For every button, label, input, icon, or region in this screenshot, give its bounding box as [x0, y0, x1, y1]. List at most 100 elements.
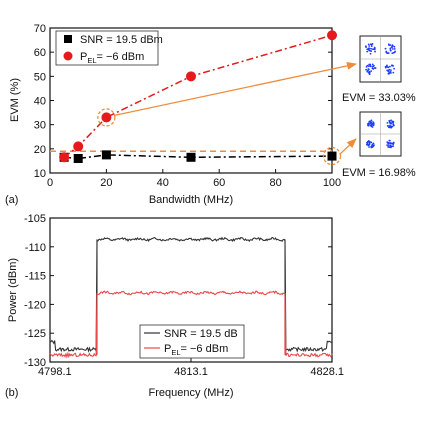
constellation-point [372, 121, 374, 123]
constellation-point [364, 45, 367, 48]
constellation-point [371, 63, 374, 66]
data-point-circle [186, 71, 196, 82]
evm-annotations [97, 61, 357, 166]
y-tick-label: -120 [24, 299, 46, 311]
evm-x-axis-label: Bandwidth (MHz) [149, 194, 233, 206]
constellation-point [369, 52, 372, 55]
constellation-point [387, 142, 390, 145]
constellation-point [372, 123, 375, 125]
constellation-point [388, 120, 391, 122]
constellation-point [389, 49, 392, 52]
legend-marker-circle [63, 51, 73, 61]
constellation-point [386, 64, 388, 67]
x-tick-label: 20 [100, 177, 112, 189]
legend-label-snr: SNR = 19.5 dBm [80, 34, 163, 46]
data-point-square [327, 151, 337, 161]
constellation-point [370, 47, 372, 50]
constellation-point [370, 50, 373, 52]
constellation-point [368, 120, 371, 123]
constellation-point [387, 146, 390, 148]
constellation-point [367, 43, 370, 46]
constellation-point [392, 143, 395, 146]
evm-series [59, 30, 337, 163]
constellation-point [368, 49, 371, 52]
constellation-point [368, 73, 371, 76]
constellation-point [370, 119, 373, 122]
x-tick-label: 100 [323, 177, 341, 189]
spectrum-x-axis-label: Frequency (MHz) [149, 387, 234, 399]
constellation-point [370, 141, 373, 144]
constellation-point [369, 65, 372, 68]
constellation-point [384, 47, 387, 50]
constellation-point [365, 68, 368, 71]
constellation-point [370, 45, 373, 48]
annotation-highlight-circle [97, 108, 116, 127]
evm-annotation-33: EVM = 33.03% [342, 92, 416, 104]
spectrum-series [49, 236, 333, 359]
constellation-point [392, 71, 395, 74]
y-tick-label: -130 [24, 357, 46, 369]
data-point-square [186, 152, 196, 162]
spectrum-chart: -105 -110 -115 -120 -125 -130 4798.1 4813.1 482… [5, 213, 344, 399]
spectrum-y-axis-label: Power (dBm) [7, 258, 19, 322]
legend-marker-square [64, 35, 72, 43]
y-tick-label: -115 [25, 271, 46, 283]
constellation-point [387, 72, 390, 75]
constellation-point [368, 63, 371, 66]
annotation-arrow [339, 138, 357, 155]
constellation-point [386, 125, 389, 127]
legend-label-pel: PEL= −6 dBm [80, 51, 144, 65]
legend-label-snr-b: SNR = 19.5 dB [164, 328, 238, 340]
constellation-point [374, 67, 377, 69]
constellation-point [368, 141, 371, 144]
data-point-circle [101, 112, 112, 123]
annotation-arrow [114, 61, 357, 117]
y-tick-label: 40 [34, 96, 46, 108]
constellation-point [368, 146, 370, 148]
legend-label-pel-b: PEL= −6 dBm [164, 343, 228, 357]
evm-legend: SNR = 19.5 dBm PEL= −6 dBm [55, 30, 163, 66]
constellation-point [369, 124, 372, 127]
annotation-highlight-circle [322, 146, 342, 166]
spectrum-legend: SNR = 19.5 dB PEL= −6 dBm [139, 324, 245, 359]
constellation-point [393, 48, 396, 50]
constellation-point [386, 121, 389, 124]
constellation-point [370, 43, 373, 46]
constellation-inset-17 [359, 111, 402, 157]
constellation-point [372, 68, 375, 70]
x-tick-label: 80 [269, 177, 281, 189]
y-tick-label: 30 [34, 120, 46, 132]
constellation-point [391, 44, 394, 47]
constellation-point [387, 70, 390, 73]
constellation-inset-33 [359, 35, 402, 83]
data-point-circle [327, 30, 337, 41]
constellation-point [373, 64, 375, 67]
data-point-circle [59, 152, 70, 163]
evm-x-ticks: 0 20 40 60 80 100 [47, 169, 341, 189]
panel-label-b: (b) [5, 387, 18, 399]
constellation-point [370, 146, 373, 149]
constellation-point [365, 143, 368, 146]
constellation-point [392, 141, 395, 144]
constellation-point [367, 71, 370, 74]
evm-y-axis-label: EVM (%) [9, 78, 21, 122]
constellation-point [390, 69, 392, 72]
y-tick-label: 50 [34, 71, 46, 83]
constellation-point [387, 43, 390, 46]
y-tick-label: 70 [34, 23, 46, 35]
data-point-square [101, 150, 111, 160]
spectrum-x-ticks: 4798.1 4813.1 4828.1 [38, 358, 344, 378]
constellation-point [365, 65, 368, 68]
constellation-point [367, 65, 370, 68]
constellation-point [371, 144, 374, 147]
constellation-point [367, 123, 369, 126]
constellation-point [374, 50, 376, 53]
series-line-1 [63, 34, 333, 158]
evm-y-ticks: 10 20 30 40 50 60 70 [34, 23, 332, 180]
constellation-point [388, 125, 391, 127]
constellation-point [389, 47, 392, 50]
constellation-point [367, 140, 370, 142]
constellation-point [393, 67, 396, 70]
constellation-point [366, 50, 369, 53]
